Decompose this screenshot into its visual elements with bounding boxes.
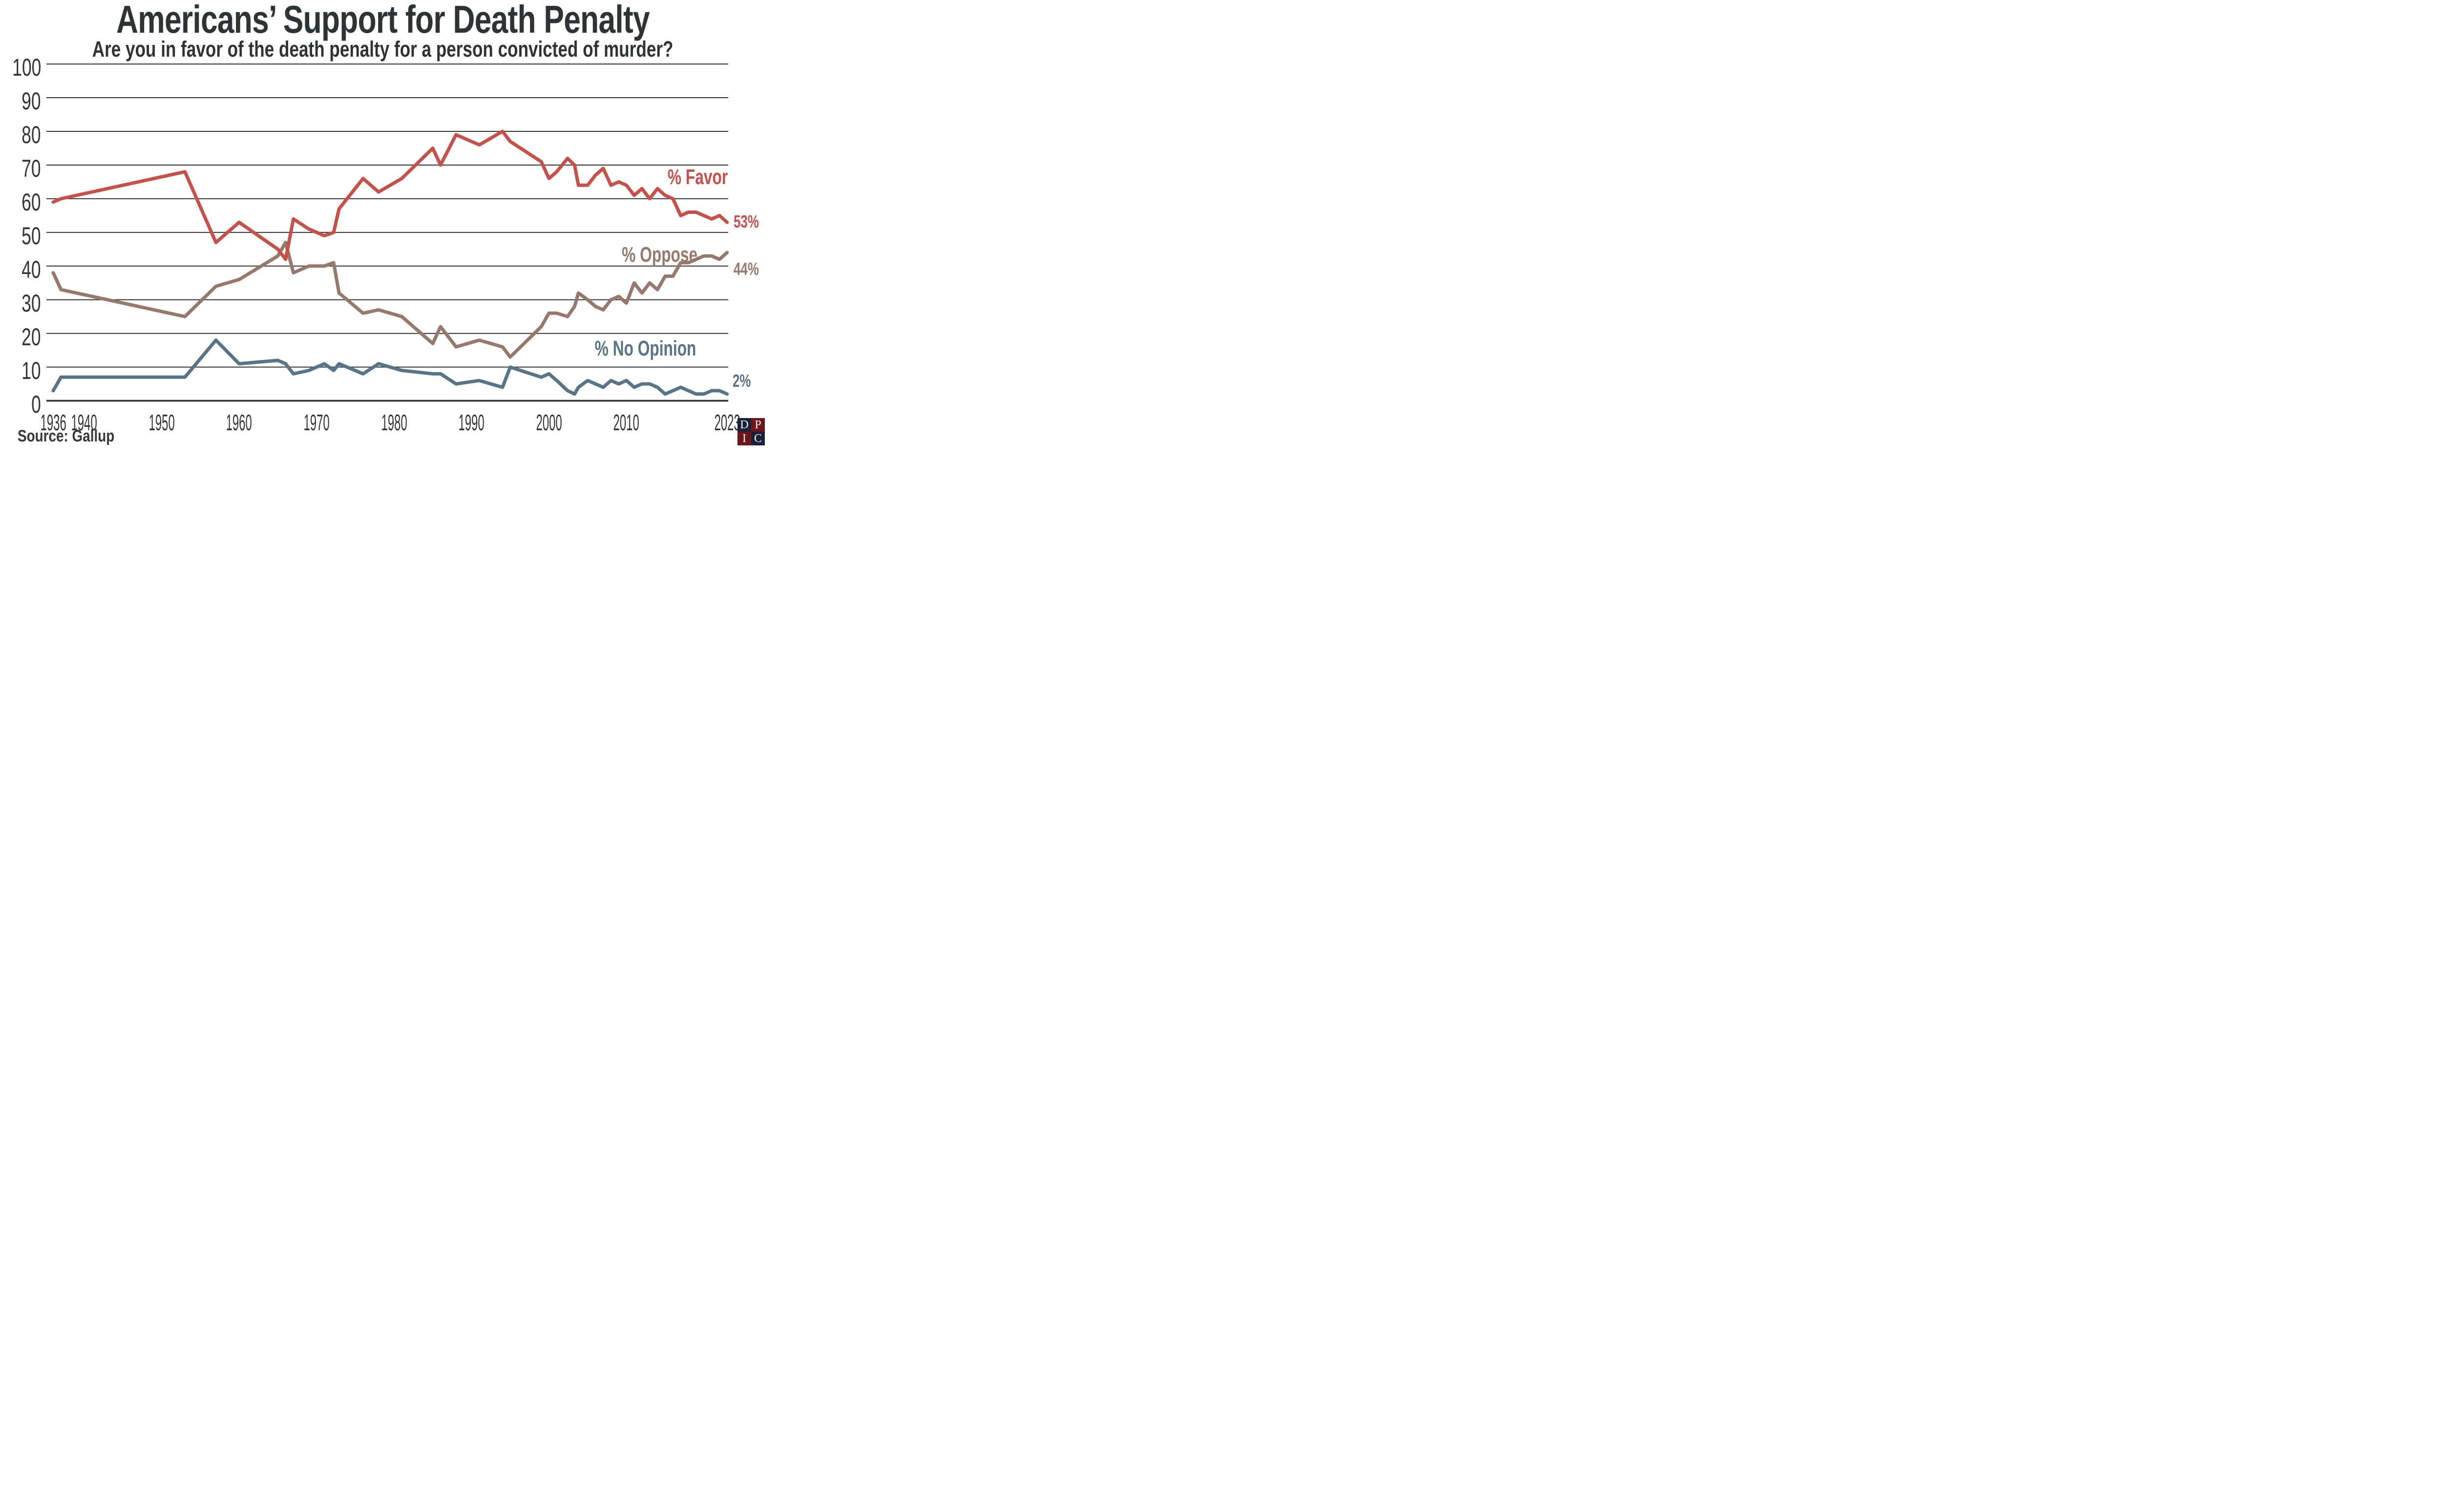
page-title-text: Americans’ Support for Death Penalty [116, 0, 650, 41]
x-tick-text-2023: 2023 [714, 410, 740, 435]
series-label-text: % No Opinion [594, 336, 696, 360]
series-label-text: % Oppose [622, 243, 697, 267]
end-value-text: 2% [733, 371, 751, 391]
y-tick-text-100: 100 [12, 54, 41, 82]
y-tick-text-70: 70 [21, 154, 41, 182]
x-tick-label-1980: 1980 [355, 411, 433, 434]
page-subtitle: Are you in favor of the death penalty fo… [0, 38, 766, 60]
dpic-logo-letter-c: C [751, 432, 765, 445]
x-tick-text-2000: 2000 [536, 410, 562, 435]
x-tick-label-1936: 1936 [14, 411, 92, 434]
x-tick-label-2000: 2000 [510, 411, 588, 434]
x-tick-text-1970: 1970 [303, 410, 330, 435]
series-label-oppose: % Oppose [592, 244, 697, 266]
chart-canvas: Americans’ Support for Death Penalty Are… [0, 0, 766, 446]
y-tick-text-40: 40 [21, 255, 41, 283]
y-tick-label-60: 60 [0, 190, 41, 214]
y-tick-text-0: 0 [31, 390, 41, 418]
series-label-no-opinion: % No Opinion [555, 338, 696, 359]
x-tick-text-1950: 1950 [148, 410, 175, 435]
x-tick-label-1950: 1950 [123, 411, 201, 434]
y-tick-text-50: 50 [21, 222, 41, 250]
x-tick-label-1990: 1990 [432, 411, 510, 434]
y-tick-label-100: 100 [0, 55, 41, 80]
end-value-text: 53% [734, 211, 759, 231]
y-tick-label-50: 50 [0, 224, 41, 248]
y-tick-label-20: 20 [0, 325, 41, 349]
series-label-favor: % Favor [644, 167, 728, 188]
plot-area [46, 63, 729, 402]
y-tick-label-30: 30 [0, 291, 41, 315]
x-tick-label-1960: 1960 [200, 411, 278, 434]
end-value-label-favor: 53% [734, 213, 766, 231]
page-subtitle-text: Are you in favor of the death penalty fo… [92, 37, 674, 62]
y-tick-text-30: 30 [21, 289, 41, 317]
y-tick-text-20: 20 [21, 323, 41, 351]
end-value-label-oppose: 44% [734, 260, 766, 278]
end-value-label-no-opinion: 2% [733, 372, 758, 390]
y-tick-label-80: 80 [0, 123, 41, 147]
x-tick-text-1960: 1960 [226, 410, 253, 435]
y-tick-text-60: 60 [21, 188, 41, 216]
x-tick-label-1970: 1970 [277, 411, 356, 434]
series-line-favor [51, 129, 729, 261]
end-value-text: 44% [734, 259, 759, 279]
y-tick-text-80: 80 [21, 121, 41, 148]
x-tick-text-1990: 1990 [458, 410, 485, 435]
y-tick-label-90: 90 [0, 89, 41, 113]
x-tick-label-2010: 2010 [588, 411, 666, 434]
dpic-logo-letter-i: I [737, 432, 751, 445]
series-line-oppose [51, 241, 729, 359]
series-line-no-opinion [51, 338, 729, 396]
y-tick-text-90: 90 [21, 87, 41, 115]
x-tick-label-2023: 2023 [688, 411, 766, 434]
y-tick-label-40: 40 [0, 257, 41, 282]
dpic-logo-letter-d: D [737, 418, 751, 432]
source-note-text: Source: Gallup [18, 427, 115, 445]
y-tick-label-70: 70 [0, 156, 41, 181]
x-tick-text-1936: 1936 [40, 410, 66, 435]
x-tick-text-1980: 1980 [381, 410, 407, 435]
x-tick-label-1940: 1940 [45, 411, 123, 434]
y-tick-label-0: 0 [0, 392, 41, 417]
dpic-logo-letter-p: P [751, 418, 765, 432]
source-note: Source: Gallup [18, 428, 136, 444]
y-tick-label-10: 10 [0, 358, 41, 383]
page-title: Americans’ Support for Death Penalty [0, 0, 766, 39]
series-label-text: % Favor [667, 165, 728, 189]
x-tick-text-2010: 2010 [613, 410, 640, 435]
y-tick-text-10: 10 [21, 357, 41, 384]
x-tick-text-1940: 1940 [71, 410, 98, 435]
